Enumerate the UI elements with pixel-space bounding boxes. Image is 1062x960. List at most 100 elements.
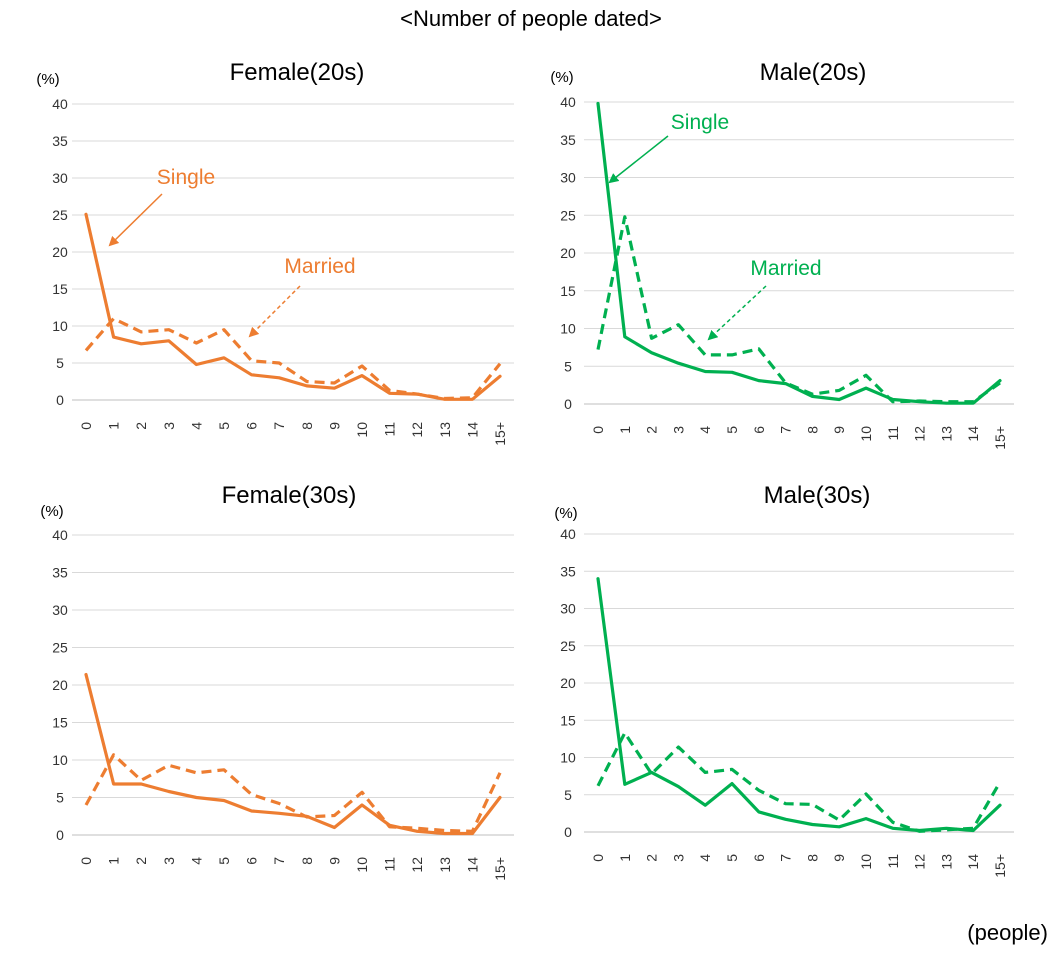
x-tick-label: 8 bbox=[804, 426, 820, 434]
y-tick-label: 35 bbox=[52, 565, 68, 581]
page-title: <Number of people dated> bbox=[400, 6, 662, 31]
x-tick-label: 3 bbox=[161, 422, 177, 430]
y-tick-label: 5 bbox=[564, 787, 572, 803]
x-tick-label: 4 bbox=[697, 854, 713, 862]
y-tick-label: 15 bbox=[52, 281, 68, 297]
x-tick-label: 11 bbox=[382, 857, 398, 872]
x-tick-label: 9 bbox=[831, 426, 847, 434]
x-tick-label: 2 bbox=[133, 857, 149, 865]
x-tick-label: 6 bbox=[244, 422, 260, 430]
y-tick-label: 5 bbox=[56, 790, 64, 806]
x-tick-label: 7 bbox=[778, 854, 794, 862]
x-tick-label: 1 bbox=[106, 422, 122, 430]
x-tick-label: 9 bbox=[326, 857, 342, 865]
x-tick-label: 15+ bbox=[992, 426, 1008, 450]
x-tick-label: 14 bbox=[965, 426, 981, 442]
y-tick-label: 25 bbox=[560, 207, 576, 223]
x-tick-label: 0 bbox=[590, 854, 606, 862]
x-tick-label: 10 bbox=[354, 857, 370, 873]
x-tick-label: 10 bbox=[354, 422, 370, 438]
y-tick-label: 10 bbox=[560, 321, 576, 337]
y-axis-unit-label: (%) bbox=[36, 71, 59, 88]
x-tick-label: 11 bbox=[885, 426, 901, 441]
x-tick-label: 5 bbox=[724, 854, 740, 862]
x-tick-label: 8 bbox=[299, 857, 315, 865]
series-line-married bbox=[596, 215, 1001, 404]
x-tick-label: 15+ bbox=[492, 857, 508, 881]
x-tick-label: 5 bbox=[216, 857, 232, 865]
y-tick-label: 0 bbox=[564, 396, 572, 412]
x-tick-label: 4 bbox=[188, 422, 204, 430]
x-tick-label: 8 bbox=[299, 422, 315, 430]
y-tick-label: 10 bbox=[560, 750, 576, 766]
x-tick-label: 12 bbox=[912, 854, 928, 870]
annotation-arrow-married bbox=[707, 285, 767, 341]
x-tick-label: 11 bbox=[382, 422, 398, 437]
chart-title: Female(20s) bbox=[230, 59, 365, 86]
y-tick-label: 5 bbox=[564, 358, 572, 374]
y-tick-label: 35 bbox=[560, 563, 576, 579]
y-tick-label: 20 bbox=[560, 245, 576, 261]
x-tick-label: 12 bbox=[409, 857, 425, 873]
x-tick-label: 13 bbox=[437, 422, 453, 438]
x-tick-label: 10 bbox=[858, 426, 874, 442]
y-tick-label: 20 bbox=[52, 244, 68, 260]
x-tick-label: 7 bbox=[271, 857, 287, 865]
x-tick-label: 13 bbox=[938, 854, 954, 870]
y-tick-label: 25 bbox=[560, 638, 576, 654]
series-line-married bbox=[84, 317, 502, 401]
x-tick-label: 12 bbox=[409, 422, 425, 438]
x-tick-label: 14 bbox=[965, 854, 981, 870]
y-tick-label: 20 bbox=[560, 675, 576, 691]
annotation-label-married: Married bbox=[284, 255, 355, 278]
y-tick-label: 25 bbox=[52, 640, 68, 656]
x-tick-label: 2 bbox=[644, 854, 660, 862]
x-tick-label: 15+ bbox=[992, 854, 1008, 878]
chart-title: Female(30s) bbox=[222, 482, 357, 509]
x-tick-label: 0 bbox=[78, 422, 94, 430]
x-tick-label: 3 bbox=[670, 426, 686, 434]
y-tick-label: 15 bbox=[560, 283, 576, 299]
x-tick-label: 14 bbox=[464, 422, 480, 438]
x-tick-label: 1 bbox=[617, 426, 633, 434]
y-axis-unit-label: (%) bbox=[40, 503, 63, 520]
annotation-label-single: Single bbox=[671, 111, 729, 134]
y-tick-label: 35 bbox=[560, 132, 576, 148]
x-tick-label: 7 bbox=[271, 422, 287, 430]
x-tick-label: 15+ bbox=[492, 422, 508, 446]
annotation-label-married: Married bbox=[750, 257, 821, 280]
y-tick-label: 40 bbox=[52, 527, 68, 543]
x-tick-label: 5 bbox=[724, 426, 740, 434]
x-tick-label: 14 bbox=[464, 857, 480, 873]
x-tick-label: 2 bbox=[133, 422, 149, 430]
x-tick-label: 11 bbox=[885, 854, 901, 869]
x-tick-label: 3 bbox=[161, 857, 177, 865]
x-tick-label: 10 bbox=[858, 854, 874, 870]
x-tick-label: 7 bbox=[778, 426, 794, 434]
x-tick-label: 3 bbox=[670, 854, 686, 862]
y-tick-label: 30 bbox=[52, 170, 68, 186]
y-tick-label: 35 bbox=[52, 133, 68, 149]
x-tick-label: 6 bbox=[244, 857, 260, 865]
x-tick-label: 1 bbox=[106, 857, 122, 865]
series-line-single bbox=[84, 672, 502, 836]
y-tick-label: 0 bbox=[56, 827, 64, 843]
annotation-arrow-married bbox=[248, 285, 301, 338]
x-tick-label: 13 bbox=[437, 857, 453, 873]
x-tick-label: 6 bbox=[751, 854, 767, 862]
y-tick-label: 25 bbox=[52, 207, 68, 223]
y-tick-label: 30 bbox=[560, 170, 576, 186]
x-tick-label: 2 bbox=[644, 426, 660, 434]
x-tick-label: 13 bbox=[938, 426, 954, 442]
x-tick-label: 9 bbox=[831, 854, 847, 862]
y-axis-unit-label: (%) bbox=[550, 69, 573, 86]
x-tick-label: 4 bbox=[697, 426, 713, 434]
y-tick-label: 10 bbox=[52, 318, 68, 334]
y-tick-label: 0 bbox=[564, 824, 572, 840]
x-tick-label: 1 bbox=[617, 854, 633, 862]
y-tick-label: 5 bbox=[56, 355, 64, 371]
x-tick-label: 0 bbox=[590, 426, 606, 434]
